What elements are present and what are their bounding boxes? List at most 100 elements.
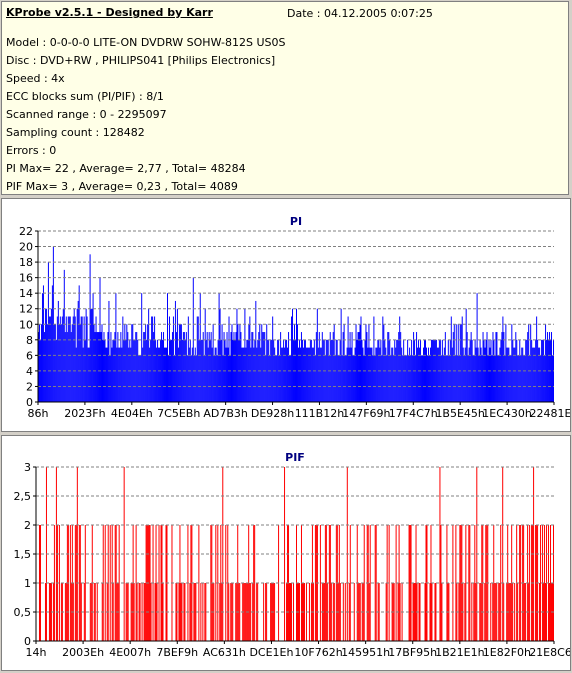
pi-bar [332, 332, 334, 402]
pi-bar [374, 355, 376, 402]
pi-bar [407, 339, 409, 402]
pi-bar [370, 347, 372, 402]
pi-bar [48, 316, 50, 402]
pi-bar [340, 308, 342, 402]
pi-bar [141, 293, 143, 402]
pi-bar [427, 347, 429, 402]
pi-bar [79, 324, 81, 402]
pi-bar [499, 347, 501, 402]
pi-bar [290, 355, 292, 402]
pi-bar [534, 347, 536, 402]
pif-bar [550, 525, 552, 641]
pi-bar [510, 355, 512, 402]
pif-bar [180, 583, 182, 641]
pi-bar [297, 347, 299, 402]
pi-bar [42, 285, 44, 402]
pi-bar [72, 316, 74, 402]
pi-bar [478, 355, 480, 402]
pi-bar [549, 332, 551, 402]
pi-ytick-label: 2 [26, 380, 33, 393]
pi-bar [417, 347, 419, 402]
pi-bar [58, 324, 60, 402]
pi-bar [279, 355, 281, 402]
pif-bar [78, 525, 80, 641]
pi-bar [362, 347, 364, 402]
pi-bar [371, 347, 373, 402]
pi-bar [376, 347, 378, 402]
pi-bar [335, 339, 337, 402]
pif-xtick-label: 7BEF9h [156, 646, 198, 659]
pi-bar [412, 355, 414, 402]
pi-bar [342, 332, 344, 402]
pi-bar [446, 355, 448, 402]
pi-bar [516, 339, 518, 402]
pi-bar [203, 355, 205, 402]
pi-bar [501, 332, 503, 402]
pi-bar [66, 332, 68, 402]
pif-bar [348, 583, 350, 641]
pi-bar [173, 355, 175, 402]
pi-bar [168, 316, 170, 402]
pi-bar [436, 347, 438, 402]
pi-bar [69, 316, 71, 402]
pi-bar [92, 293, 94, 402]
pif-bar [249, 583, 251, 641]
pif-bar [94, 583, 96, 641]
pi-bar [492, 332, 494, 402]
pi-bar [301, 339, 303, 402]
pif-bar [499, 583, 501, 641]
pi-bar [508, 347, 510, 402]
pi-bar [274, 347, 276, 402]
pi-bar [180, 324, 182, 402]
pif-bar [44, 583, 46, 641]
pi-xtick-label: 86h [28, 407, 49, 420]
pi-bar [258, 332, 260, 402]
pif-bar [424, 583, 426, 641]
pif-ytick-label: 2 [24, 519, 31, 532]
pi-bar [320, 347, 322, 402]
pi-bar [341, 355, 343, 402]
pif-bar [230, 583, 232, 641]
pi-bar [498, 355, 500, 402]
pi-bar [250, 347, 252, 402]
pi-ytick-label: 4 [26, 365, 33, 378]
pi-ytick-label: 18 [19, 256, 33, 269]
pi-bar [240, 332, 242, 402]
pi-bar [102, 339, 104, 402]
pi-bar [358, 332, 360, 402]
pi-bar [153, 332, 155, 402]
pi-bar [397, 339, 399, 402]
pif-bar [215, 525, 217, 641]
pi-bar [176, 308, 178, 402]
pi-bar [55, 339, 57, 402]
pi-bar [195, 355, 197, 402]
pi-bar [324, 355, 326, 402]
pif-bar [440, 525, 442, 641]
pif-bar [429, 583, 431, 641]
pi-bar [90, 308, 92, 402]
pi-bar [135, 332, 137, 402]
pi-bar [119, 347, 121, 402]
pi-bar [226, 332, 228, 402]
pi-bar [78, 285, 80, 402]
pi-bar [375, 347, 377, 402]
pi-bar [399, 316, 401, 402]
pi-bar [513, 347, 515, 402]
pif-bar [143, 583, 145, 641]
pi-ytick-label: 8 [26, 334, 33, 347]
pif-bar [220, 525, 222, 641]
pi-bar [265, 355, 267, 402]
pi-bar [261, 324, 263, 402]
pi-bar [259, 324, 261, 402]
pi-bar [299, 347, 301, 402]
pi-ytick-label: 14 [19, 287, 33, 300]
pi-bar [247, 339, 249, 402]
pi-bar [137, 339, 139, 402]
pi-ytick-label: 6 [26, 349, 33, 362]
pi-bar [151, 316, 153, 402]
pi-bar [411, 339, 413, 402]
pif-bar [329, 525, 331, 641]
pif-bar [319, 525, 321, 641]
info-disc: Disc : DVD+RW , PHILIPS041 [Philips Elec… [6, 54, 276, 67]
pi-bar [507, 347, 509, 402]
